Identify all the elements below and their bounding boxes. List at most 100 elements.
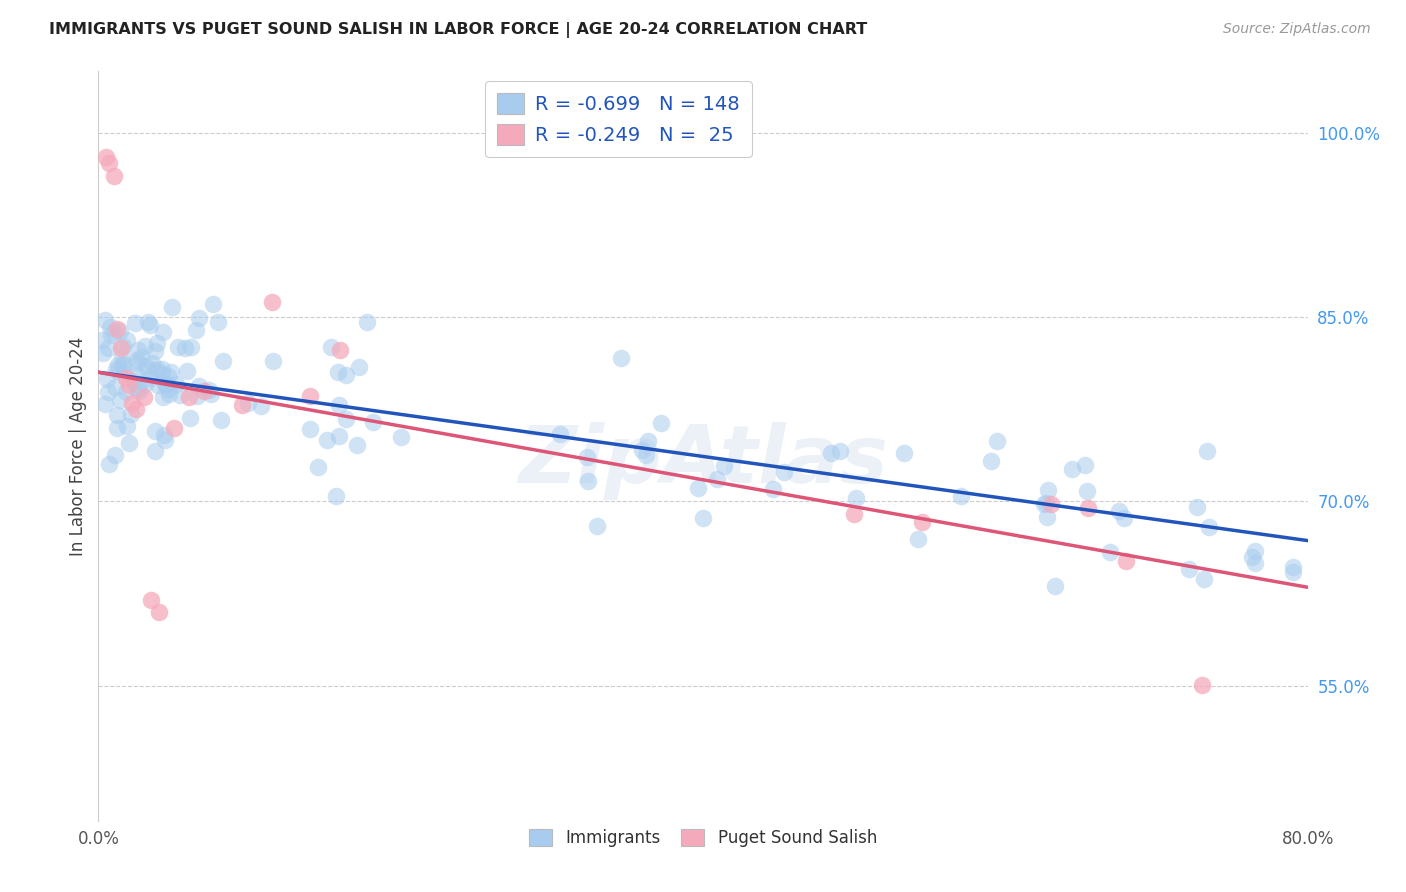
Point (143, 443, 166, 458)
Point (134, 339, 156, 353)
Point (986, 434, 1008, 449)
Point (124, 316, 146, 330)
Point (586, 519, 609, 533)
Text: Source: ZipAtlas.com: Source: ZipAtlas.com (1223, 22, 1371, 37)
Point (152, 390, 174, 404)
Point (115, 385, 138, 400)
Point (193, 384, 215, 398)
Point (315, 433, 337, 447)
Point (141, 592, 163, 607)
Point (143, 364, 166, 378)
Point (325, 489, 347, 503)
Point (134, 376, 156, 391)
Point (105, 409, 128, 423)
Point (157, 386, 180, 401)
Point (167, 340, 190, 354)
Point (132, 390, 155, 404)
Point (911, 515, 934, 529)
Point (169, 388, 191, 402)
Point (148, 377, 170, 392)
Point (127, 353, 149, 368)
Point (179, 390, 201, 404)
Point (1198, 520, 1220, 534)
Point (1191, 678, 1213, 692)
Point (100, 327, 122, 342)
Point (152, 325, 174, 339)
Point (97, 341, 120, 355)
Point (845, 491, 868, 506)
Text: ZipAtlas: ZipAtlas (517, 422, 889, 500)
Point (163, 420, 186, 434)
Point (713, 459, 735, 474)
Point (576, 474, 599, 488)
Point (634, 448, 657, 462)
Point (122, 375, 145, 389)
Point (299, 422, 322, 436)
Point (389, 430, 412, 444)
Point (115, 419, 138, 434)
Point (160, 300, 183, 314)
Point (104, 380, 127, 394)
Point (1074, 458, 1097, 473)
Point (127, 368, 149, 383)
Point (1045, 579, 1067, 593)
Point (820, 446, 842, 460)
Point (1243, 543, 1265, 558)
Point (156, 368, 179, 383)
Point (107, 364, 129, 378)
Point (706, 471, 728, 485)
Point (1036, 483, 1059, 497)
Point (1197, 444, 1219, 458)
Point (155, 376, 177, 391)
Point (146, 335, 169, 350)
Point (346, 437, 368, 451)
Point (363, 415, 385, 429)
Point (111, 339, 134, 353)
Point (610, 351, 633, 365)
Point (1185, 500, 1208, 515)
Point (1115, 553, 1137, 567)
Point (907, 533, 929, 547)
Point (773, 465, 796, 479)
Point (90, 333, 112, 347)
Point (980, 454, 1002, 468)
Point (356, 315, 378, 329)
Point (1076, 483, 1098, 498)
Point (139, 318, 162, 332)
Point (630, 442, 652, 457)
Point (950, 489, 973, 503)
Point (319, 341, 342, 355)
Point (96, 371, 118, 385)
Point (1035, 510, 1057, 524)
Point (111, 358, 134, 372)
Point (688, 481, 710, 495)
Point (110, 393, 132, 408)
Point (180, 340, 202, 354)
Point (187, 310, 209, 325)
Point (143, 344, 166, 359)
Point (1194, 572, 1216, 586)
Legend: Immigrants, Puget Sound Salish: Immigrants, Puget Sound Salish (523, 822, 883, 854)
Point (335, 411, 357, 425)
Point (231, 398, 253, 412)
Point (156, 378, 179, 392)
Point (329, 343, 352, 357)
Point (308, 459, 330, 474)
Point (211, 354, 233, 368)
Point (1177, 562, 1199, 576)
Point (128, 381, 150, 395)
Point (125, 402, 148, 417)
Point (91, 346, 114, 360)
Point (103, 169, 125, 183)
Point (94, 150, 117, 164)
Point (160, 365, 183, 379)
Point (110, 324, 132, 338)
Point (104, 448, 127, 462)
Point (94, 397, 117, 411)
Point (136, 361, 159, 376)
Point (1244, 557, 1267, 571)
Point (1077, 500, 1099, 515)
Point (1060, 462, 1083, 476)
Point (187, 379, 209, 393)
Point (107, 359, 129, 373)
